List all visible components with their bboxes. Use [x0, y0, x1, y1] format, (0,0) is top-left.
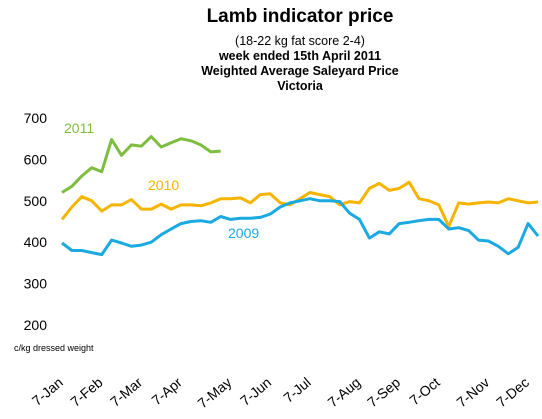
subtitle: Weighted Average Saleyard Price: [201, 64, 399, 78]
x-tick-label: 7-May: [194, 374, 234, 411]
series-label: 2009: [228, 225, 259, 241]
y-tick-label: 300: [24, 276, 48, 292]
subtitle: Victoria: [277, 79, 324, 93]
chart-title: Lamb indicator price: [207, 6, 394, 27]
series-line: [60, 180, 539, 228]
y-tick-label: 500: [24, 193, 48, 209]
x-tick-label: 7-Sep: [364, 374, 403, 410]
series-label: 2010: [148, 177, 179, 193]
x-tick-label: 7-Nov: [453, 374, 492, 410]
x-tick-label: 7-Mar: [107, 374, 146, 410]
subtitle: week ended 15th April 2011: [218, 49, 381, 63]
series-line: [61, 135, 221, 194]
x-tick-label: 7-Feb: [67, 374, 105, 410]
y-tick-label: 600: [24, 151, 48, 167]
x-tick-label: 7-Jun: [237, 374, 274, 409]
series-label: 2011: [64, 120, 94, 136]
x-tick-label: 7-Jan: [29, 374, 66, 409]
subtitle: (18-22 kg fat score 2-4): [235, 34, 365, 48]
x-tick-label: 7-Dec: [493, 374, 532, 410]
y-axis-label: c/kg dressed weight: [14, 343, 94, 353]
y-tick-label: 400: [24, 234, 48, 250]
x-tick-label: 7-Apr: [148, 374, 185, 408]
series-line: [61, 197, 540, 257]
x-tick-label: 7-Aug: [325, 374, 364, 410]
x-tick-label: 7-Oct: [406, 374, 443, 408]
y-tick-label: 200: [24, 317, 48, 333]
y-tick-label: 700: [24, 110, 48, 126]
x-tick-label: 7-Jul: [280, 374, 314, 406]
